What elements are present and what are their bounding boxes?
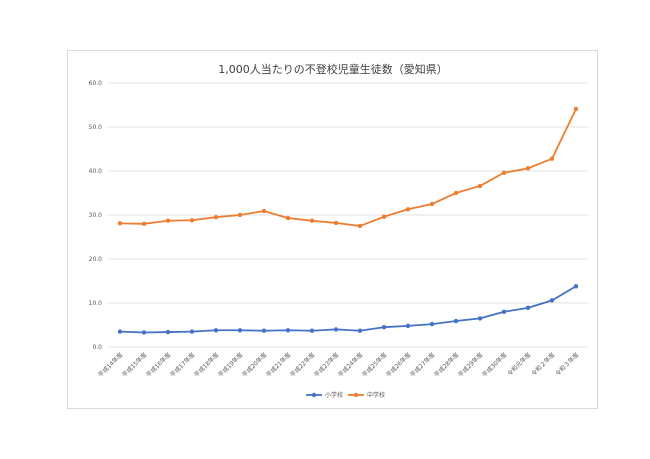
series-line-1 xyxy=(119,108,577,227)
legend-marker xyxy=(311,392,317,398)
data-point xyxy=(381,325,387,330)
data-point xyxy=(357,328,363,333)
data-point xyxy=(117,221,123,226)
x-tick-label: 平成19年度 xyxy=(216,351,244,379)
data-point xyxy=(165,329,171,335)
x-tick-label: 平成26年度 xyxy=(384,351,412,379)
data-point xyxy=(285,215,291,221)
chart-title: 1,000人当たりの不登校児童生徒数（愛知県） xyxy=(218,62,448,76)
data-point xyxy=(261,208,267,214)
y-tick-label: 40.0 xyxy=(89,168,103,175)
data-point xyxy=(525,166,531,171)
x-axis: 平成14年度平成15年度平成16年度平成17年度平成18年度平成19年度平成20… xyxy=(96,351,580,379)
data-point xyxy=(453,190,459,196)
x-tick-label: 令和３年度 xyxy=(554,351,581,378)
x-tick-label: 平成29年度 xyxy=(456,351,484,379)
y-tick-label: 50.0 xyxy=(89,124,103,131)
x-tick-label: 平成14年度 xyxy=(96,351,124,379)
data-point xyxy=(165,218,171,223)
data-point xyxy=(261,328,267,333)
x-tick-label: 平成20年度 xyxy=(240,351,268,379)
series-line-0 xyxy=(119,285,577,334)
data-point xyxy=(189,329,195,334)
data-point xyxy=(117,329,123,334)
x-tick-label: 平成30年度 xyxy=(480,351,508,379)
x-tick-label: 平成16年度 xyxy=(144,351,172,379)
y-tick-label: 30.0 xyxy=(89,212,103,219)
data-point xyxy=(309,328,315,333)
x-tick-label: 平成18年度 xyxy=(192,351,220,379)
legend-label: 中学校 xyxy=(367,391,385,399)
data-point xyxy=(573,106,579,112)
x-tick-label: 平成23年度 xyxy=(312,351,340,379)
y-tick-label: 10.0 xyxy=(89,300,103,307)
data-point xyxy=(237,328,243,333)
x-tick-label: 平成17年度 xyxy=(168,351,196,379)
x-tick-label: 平成25年度 xyxy=(360,351,388,379)
data-point xyxy=(525,305,531,311)
data-point xyxy=(477,183,483,189)
data-point xyxy=(381,214,387,219)
chart-frame: 1,000人当たりの不登校児童生徒数（愛知県） 0.0 10.0 20.0 30.0 4… xyxy=(67,50,598,409)
data-point xyxy=(141,221,147,226)
line-chart: 1,000人当たりの不登校児童生徒数（愛知県） 0.0 10.0 20.0 30.0 4… xyxy=(89,62,588,399)
gridlines xyxy=(108,82,588,348)
legend-marker xyxy=(353,392,359,398)
series-lines xyxy=(117,106,579,335)
x-tick-label: 平成15年度 xyxy=(120,351,148,379)
data-point xyxy=(213,215,219,220)
x-tick-label: 平成24年度 xyxy=(336,351,364,379)
data-point xyxy=(405,323,411,329)
data-point xyxy=(501,170,507,175)
legend: 小学校 中学校 xyxy=(306,391,385,399)
data-point xyxy=(429,321,435,327)
data-point xyxy=(333,327,339,332)
data-point xyxy=(573,284,579,289)
data-point xyxy=(453,318,459,324)
data-point xyxy=(189,218,195,223)
data-point xyxy=(501,309,507,314)
data-point xyxy=(213,328,219,333)
y-tick-label: 0.0 xyxy=(92,344,102,351)
data-point xyxy=(549,298,555,303)
data-point xyxy=(333,220,339,226)
x-tick-label: 令和２年度 xyxy=(530,351,557,378)
data-point xyxy=(429,201,435,207)
data-point xyxy=(285,328,291,333)
data-point xyxy=(237,212,243,218)
x-tick-label: 平成22年度 xyxy=(288,351,316,379)
y-axis: 0.0 10.0 20.0 30.0 40.0 50.0 60.0 xyxy=(89,80,103,351)
y-tick-label: 60.0 xyxy=(89,80,103,87)
data-point xyxy=(357,223,363,229)
legend-label: 小学校 xyxy=(325,391,343,399)
x-tick-label: 令和元年度 xyxy=(506,351,533,378)
x-tick-label: 平成28年度 xyxy=(432,351,460,379)
data-point xyxy=(477,316,483,321)
x-tick-label: 平成27年度 xyxy=(408,351,436,379)
y-tick-label: 20.0 xyxy=(89,256,103,263)
x-tick-label: 平成21年度 xyxy=(264,351,292,379)
data-point xyxy=(309,218,315,223)
data-point xyxy=(405,207,411,212)
data-point xyxy=(141,330,147,335)
data-point xyxy=(549,156,555,161)
